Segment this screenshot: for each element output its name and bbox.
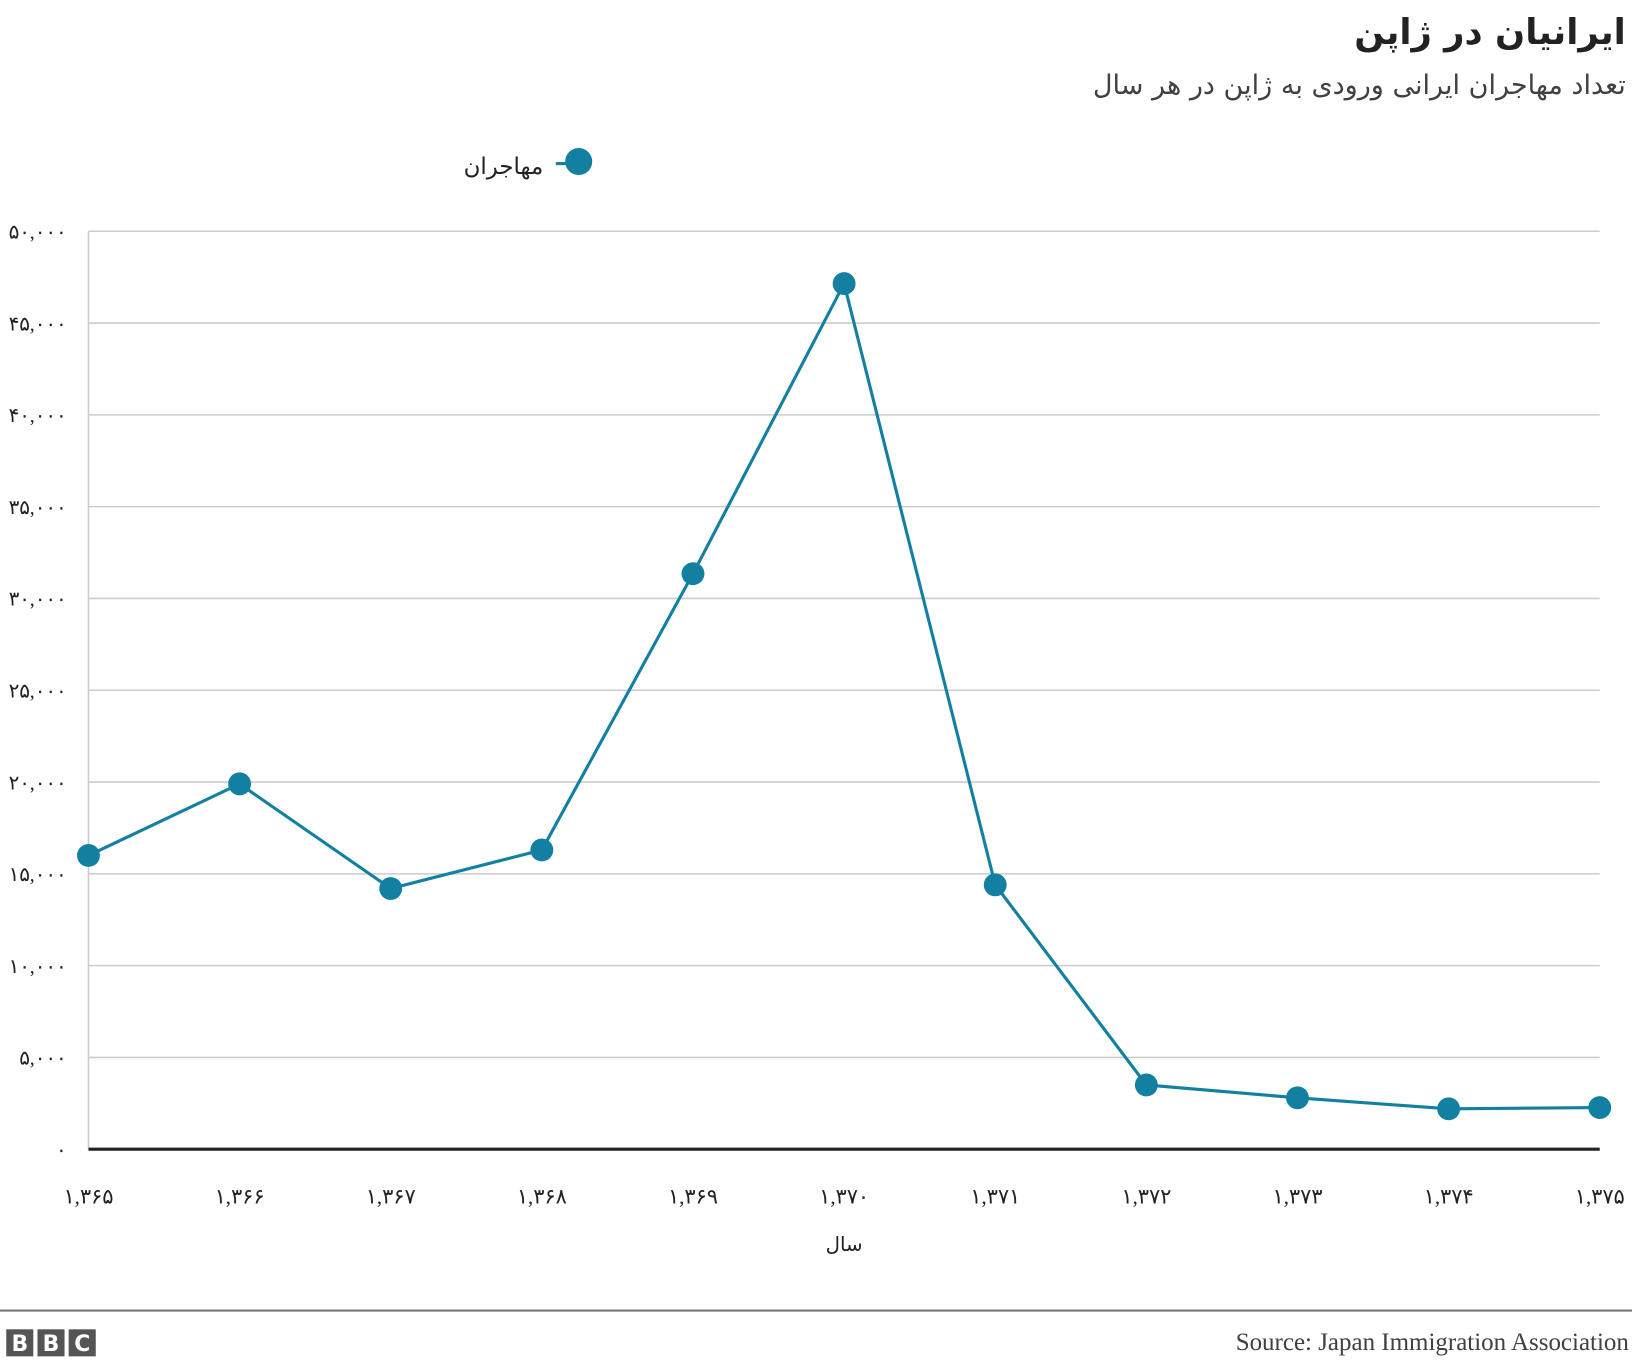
legend: مهاجران <box>464 147 593 180</box>
data-point <box>681 562 705 586</box>
x-tick-label: ۱,۳۶۷ <box>366 1184 416 1208</box>
bbc-logo: B B C <box>6 1329 96 1357</box>
x-tick-label: ۱,۳۶۵ <box>64 1184 114 1208</box>
y-tick-label: ۲۵,۰۰۰ <box>9 681 67 703</box>
chart-title: ایرانیان در ژاپن <box>1354 12 1626 53</box>
data-point <box>77 844 100 867</box>
y-tick-label: ۵۰,۰۰۰ <box>9 222 67 244</box>
y-tick-label: ۳۵,۰۰۰ <box>9 497 67 519</box>
x-tick-label: ۱,۳۷۱ <box>970 1184 1020 1208</box>
x-tick-label: ۱,۳۷۲ <box>1121 1184 1171 1208</box>
x-tick-label: ۱,۳۷۳ <box>1273 1184 1323 1208</box>
data-point <box>379 877 403 900</box>
x-tick-label: ۱,۳۶۶ <box>215 1184 265 1208</box>
svg-text:C: C <box>74 1332 90 1357</box>
y-tick-label: ۳۰,۰۰۰ <box>9 589 67 611</box>
data-point <box>1437 1097 1461 1121</box>
x-tick-label: ۱,۳۷۰ <box>819 1184 869 1208</box>
data-point <box>1588 1096 1612 1120</box>
legend-label: مهاجران <box>464 154 544 180</box>
data-point <box>832 272 856 296</box>
y-tick-label: ۱۵,۰۰۰ <box>9 864 67 886</box>
y-tick-label: ۴۰,۰۰۰ <box>9 405 67 427</box>
data-point <box>983 873 1007 897</box>
x-tick-label: ۱,۳۶۸ <box>517 1184 567 1208</box>
x-tick-label: ۱,۳۷۴ <box>1424 1184 1474 1208</box>
y-tick-label: ۵,۰۰۰ <box>19 1048 66 1070</box>
chart-subtitle: تعداد مهاجران ایرانی ورودی به ژاپن در هر… <box>1093 70 1626 101</box>
x-tick-label: ۱,۳۷۵ <box>1575 1184 1625 1208</box>
y-tick-label: ۴۵,۰۰۰ <box>9 313 67 335</box>
svg-text:B: B <box>11 1332 28 1357</box>
y-tick-label: ۲۰,۰۰۰ <box>9 772 67 794</box>
y-tick-label: ۰ <box>56 1140 67 1162</box>
x-axis-label: سال <box>826 1233 863 1256</box>
series-line <box>87 279 1600 1111</box>
data-point <box>1286 1086 1309 1110</box>
data-point <box>228 772 252 796</box>
y-tick-label: ۱۰,۰۰۰ <box>9 956 67 978</box>
source-text: Source: Japan Immigration Association <box>1236 1329 1630 1356</box>
svg-text:B: B <box>43 1332 60 1357</box>
x-tick-label: ۱,۳۶۹ <box>668 1184 718 1208</box>
data-point <box>530 838 554 862</box>
data-point <box>1134 1073 1158 1097</box>
legend-marker <box>565 147 593 176</box>
